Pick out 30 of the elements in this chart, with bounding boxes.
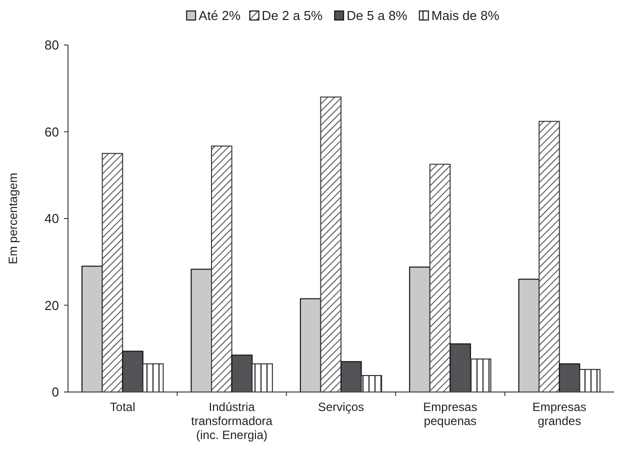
y-tick-label: 0 bbox=[52, 384, 59, 400]
y-tick-label: 40 bbox=[44, 211, 59, 226]
bar bbox=[579, 368, 600, 392]
bar bbox=[190, 268, 212, 392]
legend-label: De 5 a 8% bbox=[346, 8, 408, 23]
y-tick-label: 80 bbox=[44, 38, 59, 53]
y-axis-title: Em percentagem bbox=[6, 172, 20, 264]
x-tick-label: Serviços bbox=[318, 400, 364, 414]
bar bbox=[518, 278, 540, 392]
bar bbox=[558, 363, 580, 392]
bar bbox=[231, 354, 253, 392]
bar bbox=[142, 363, 164, 392]
bar bbox=[340, 361, 362, 392]
x-tick-label: Total bbox=[110, 400, 136, 414]
y-tick-label: 60 bbox=[44, 124, 59, 140]
bar bbox=[122, 350, 144, 392]
legend-label: De 2 a 5% bbox=[262, 8, 323, 23]
legend-label: Mais de 8% bbox=[431, 8, 500, 23]
bar bbox=[450, 343, 471, 392]
bar bbox=[252, 363, 273, 392]
bar bbox=[300, 298, 322, 392]
x-tick-label: Indústria transformadora (inc. Energia) bbox=[191, 400, 273, 442]
bar bbox=[82, 266, 103, 392]
legend-label: Até 2% bbox=[198, 8, 241, 23]
y-tick-label: 20 bbox=[44, 298, 59, 313]
bar bbox=[470, 358, 492, 392]
bar bbox=[409, 266, 430, 392]
bar bbox=[360, 375, 382, 392]
x-tick-label: Empresas pequenas bbox=[423, 400, 478, 428]
x-tick-label: Empresas grandes bbox=[532, 400, 586, 428]
